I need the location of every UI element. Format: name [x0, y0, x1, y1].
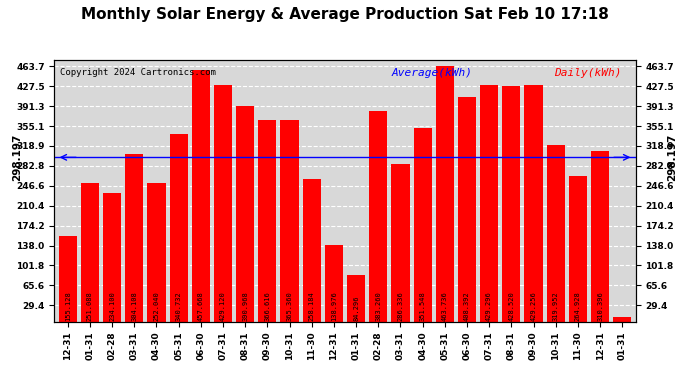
Bar [81, 183, 99, 321]
Text: 286.336: 286.336 [397, 291, 404, 321]
Text: 298.197: 298.197 [667, 134, 678, 181]
Text: 429.120: 429.120 [220, 291, 226, 321]
Bar [214, 85, 232, 321]
Text: 365.360: 365.360 [286, 291, 293, 321]
Bar [502, 86, 520, 321]
Text: 264.928: 264.928 [575, 291, 581, 321]
Text: 428.520: 428.520 [509, 291, 514, 321]
Text: 258.184: 258.184 [308, 291, 315, 321]
Bar [325, 245, 343, 321]
Bar [258, 120, 277, 321]
Bar [280, 120, 299, 321]
Bar [303, 179, 321, 321]
Bar [369, 111, 387, 321]
Bar [192, 69, 210, 321]
Text: Daily(kWh): Daily(kWh) [554, 68, 622, 78]
Text: 251.088: 251.088 [87, 291, 93, 321]
Bar [569, 176, 587, 321]
Text: 155.128: 155.128 [65, 291, 70, 321]
Text: 408.392: 408.392 [464, 291, 470, 321]
Text: Monthly Solar Energy & Average Production Sat Feb 10 17:18: Monthly Solar Energy & Average Productio… [81, 8, 609, 22]
Text: 340.732: 340.732 [176, 291, 181, 321]
Bar [413, 128, 432, 321]
Bar [170, 134, 188, 321]
Text: 429.296: 429.296 [486, 291, 492, 321]
Bar [391, 164, 410, 321]
Text: 138.976: 138.976 [331, 291, 337, 321]
Text: 390.968: 390.968 [242, 291, 248, 321]
Text: 429.256: 429.256 [531, 291, 537, 321]
Bar [59, 236, 77, 321]
Text: 252.040: 252.040 [153, 291, 159, 321]
Bar [148, 183, 166, 321]
Text: 463.736: 463.736 [442, 291, 448, 321]
Text: Average(kWh): Average(kWh) [391, 68, 473, 78]
Bar [613, 317, 631, 321]
Text: 298.197: 298.197 [12, 134, 23, 181]
Bar [480, 85, 498, 321]
Bar [524, 85, 542, 321]
Bar [347, 275, 365, 321]
Text: 319.952: 319.952 [553, 291, 559, 321]
Text: 84.296: 84.296 [353, 295, 359, 321]
Bar [546, 146, 565, 321]
Text: 234.100: 234.100 [109, 291, 115, 321]
Text: Copyright 2024 Cartronics.com: Copyright 2024 Cartronics.com [60, 68, 216, 77]
Text: 457.668: 457.668 [198, 291, 204, 321]
Text: 366.616: 366.616 [264, 291, 270, 321]
Bar [125, 154, 144, 321]
Bar [591, 151, 609, 321]
Bar [236, 106, 255, 321]
Text: 351.548: 351.548 [420, 291, 426, 321]
Text: 304.108: 304.108 [131, 291, 137, 321]
Text: 383.260: 383.260 [375, 291, 382, 321]
Bar [103, 193, 121, 321]
Bar [458, 97, 476, 321]
Bar [435, 66, 454, 321]
Text: 310.396: 310.396 [597, 291, 603, 321]
